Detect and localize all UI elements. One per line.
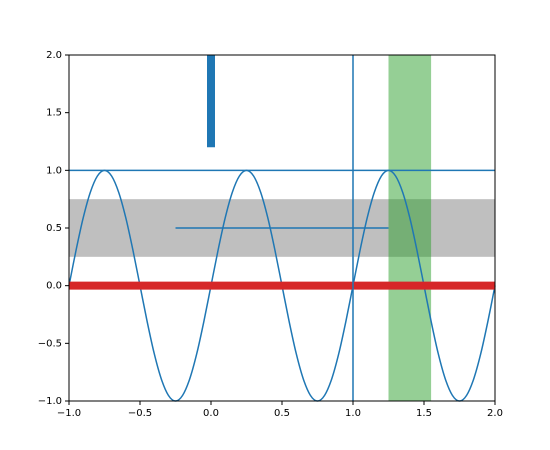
y-tick-label: 2.0 xyxy=(46,50,62,61)
x-tick-label: 1.0 xyxy=(345,408,361,419)
y-tick-label: 0.5 xyxy=(46,223,62,234)
y-tick-label: −1.0 xyxy=(38,396,62,407)
y-tick-label: 1.0 xyxy=(46,165,62,176)
y-tick-label: 0.0 xyxy=(46,281,62,292)
x-tick-label: 1.5 xyxy=(416,408,432,419)
x-tick-label: −1.0 xyxy=(57,408,81,419)
x-tick-label: 0.5 xyxy=(274,408,290,419)
x-tick-label: 0.0 xyxy=(203,408,219,419)
v-span xyxy=(388,55,432,401)
x-tick-label: −0.5 xyxy=(128,408,152,419)
y-tick-label: 1.5 xyxy=(46,108,62,119)
x-tick-label: 2.0 xyxy=(487,408,503,419)
y-tick-label: −0.5 xyxy=(38,338,62,349)
